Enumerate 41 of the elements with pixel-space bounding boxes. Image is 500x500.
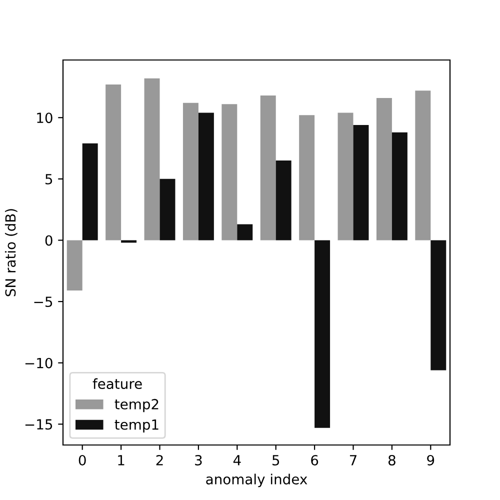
y-tick-label: −10 bbox=[25, 358, 52, 368]
x-tick-label: 2 bbox=[156, 454, 163, 466]
x-tick-label: 4 bbox=[233, 455, 241, 466]
bar bbox=[260, 96, 276, 240]
bar bbox=[276, 160, 292, 240]
bar bbox=[430, 240, 446, 370]
x-tick-label: 9 bbox=[427, 454, 434, 466]
y-tick-label: 10 bbox=[37, 112, 52, 124]
bar bbox=[82, 143, 98, 240]
x-tick-label: 8 bbox=[388, 454, 396, 466]
bar bbox=[376, 98, 392, 240]
bar bbox=[415, 90, 431, 240]
bar bbox=[353, 124, 369, 240]
bar bbox=[222, 104, 238, 240]
y-tick-label: −15 bbox=[25, 419, 52, 430]
legend-label: temp1 bbox=[114, 419, 158, 432]
y-tick-label: −5 bbox=[34, 296, 52, 308]
bar bbox=[198, 112, 214, 240]
legend-label: temp2 bbox=[114, 398, 158, 412]
bar bbox=[392, 132, 408, 240]
bar bbox=[144, 78, 160, 240]
bar bbox=[160, 178, 176, 240]
legend-title: feature bbox=[92, 378, 142, 390]
bar bbox=[299, 115, 315, 240]
x-tick-label: 7 bbox=[350, 455, 356, 466]
bar bbox=[66, 240, 82, 291]
x-tick-label: 1 bbox=[118, 455, 124, 466]
y-tick-label: 5 bbox=[46, 174, 52, 184]
bar bbox=[121, 240, 137, 243]
x-tick-label: 6 bbox=[311, 454, 318, 466]
bar bbox=[106, 84, 122, 240]
y-tick-label: 0 bbox=[45, 235, 52, 246]
x-tick-label: 3 bbox=[195, 454, 202, 466]
bar bbox=[237, 224, 253, 240]
x-tick-label: 5 bbox=[272, 455, 280, 466]
x-axis-title: anomaly index bbox=[206, 474, 308, 488]
bar bbox=[182, 102, 198, 240]
x-tick-label: 0 bbox=[78, 454, 86, 466]
bar bbox=[338, 112, 354, 240]
bar bbox=[314, 240, 330, 428]
y-axis-title: SN ratio (dB) bbox=[4, 209, 18, 296]
